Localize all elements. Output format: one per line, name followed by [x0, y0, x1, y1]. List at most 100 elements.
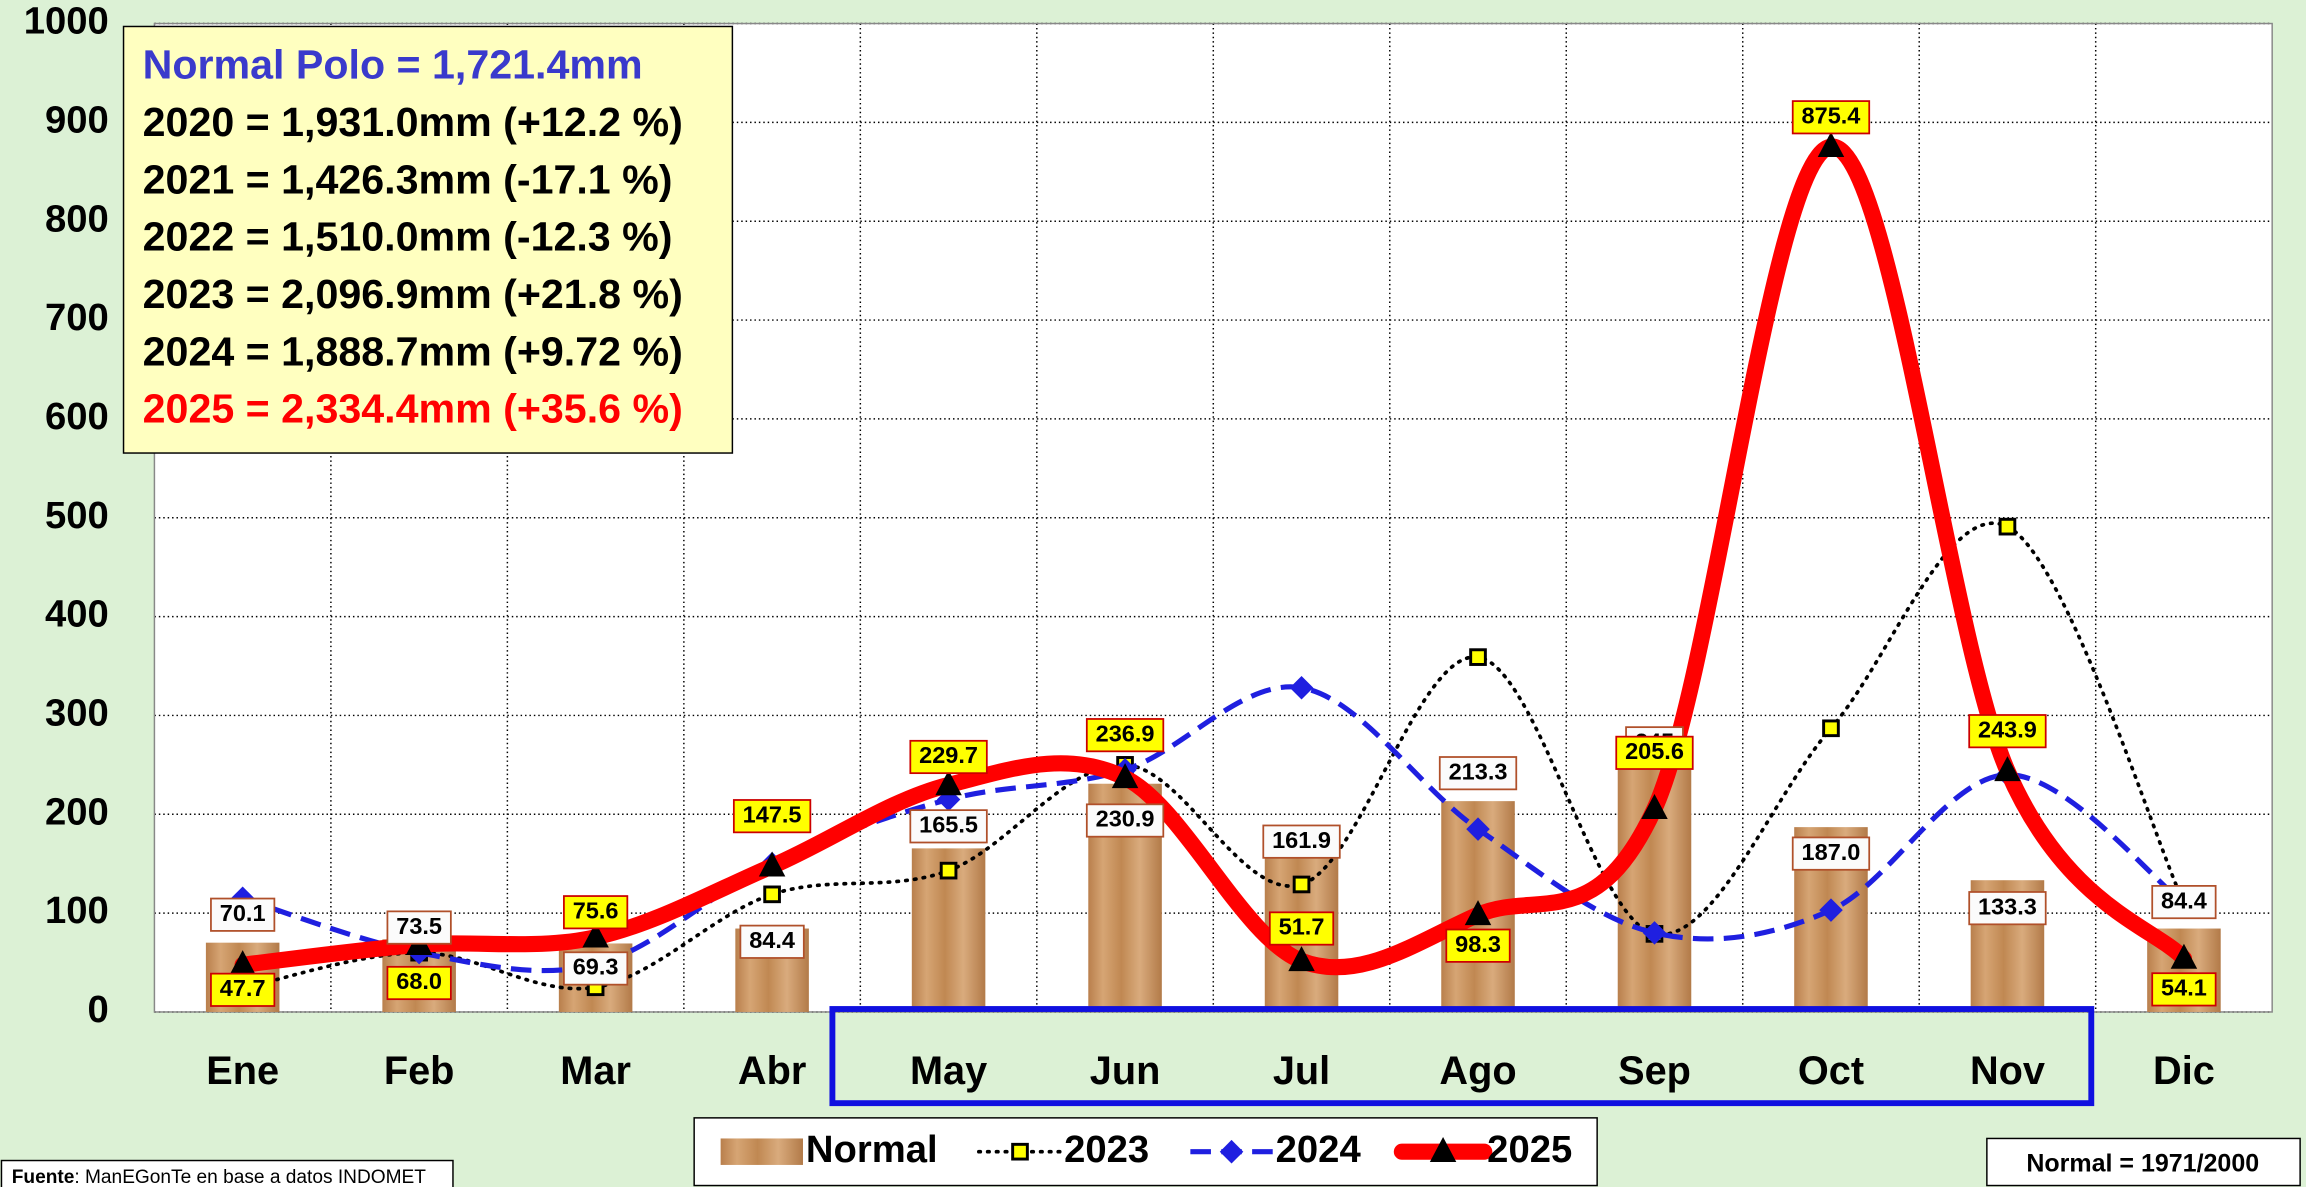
value-label: 229.7 — [919, 742, 978, 768]
y-tick-label: 1000 — [24, 0, 109, 43]
marker — [1219, 1139, 1244, 1164]
x-tick-label: Jun — [1090, 1049, 1161, 1093]
value-label: 75.6 — [573, 897, 619, 923]
note-box — [1986, 1137, 2301, 1187]
marker — [935, 770, 962, 796]
x-tick-label: May — [910, 1049, 987, 1093]
x-tick-label: Sep — [1618, 1049, 1691, 1093]
marker — [1822, 719, 1840, 738]
value-label: 68.0 — [396, 968, 442, 994]
y-tick-label: 500 — [45, 494, 109, 537]
normal-label: 230.9 — [1096, 806, 1155, 832]
value-label: 98.3 — [1455, 931, 1501, 957]
value-label-box — [2151, 972, 2217, 1007]
normal-label-box — [1791, 836, 1871, 871]
normal-label: 133.3 — [1978, 893, 2037, 919]
info-line: 2021 = 1,426.3mm (-17.1 %) — [143, 156, 673, 202]
source: Fuente: ManEGonTe en base a datos INDOME… — [12, 1167, 427, 1187]
marker — [1469, 648, 1487, 666]
normal-label: 70.1 — [220, 900, 266, 926]
normal-label-box — [386, 910, 452, 945]
value-label: 243.9 — [1978, 716, 2037, 742]
value-label-box — [210, 972, 276, 1007]
normal-label: 84.4 — [2161, 887, 2207, 913]
x-tick-label: Dic — [2153, 1049, 2215, 1093]
value-label: 205.6 — [1625, 738, 1684, 764]
legend-label: Normal — [806, 1128, 938, 1171]
info-line: 2022 = 1,510.0mm (-12.3 %) — [143, 214, 673, 260]
x-tick-label: Ago — [1439, 1049, 1516, 1093]
x-tick-label: Jul — [1273, 1049, 1330, 1093]
marker — [1011, 1142, 1029, 1161]
x-tick-label: Abr — [738, 1049, 806, 1093]
line-2025 — [234, 138, 2193, 976]
normal-label: 73.5 — [396, 913, 442, 939]
y-tick-label: 0 — [88, 988, 109, 1031]
normal-label: 165.5 — [919, 812, 978, 838]
info-box — [122, 25, 734, 454]
marker — [1819, 898, 1843, 922]
y-tick-label: 300 — [45, 692, 109, 735]
marker — [1429, 1136, 1457, 1162]
normal-label: 69.3 — [573, 954, 619, 980]
marker — [1292, 875, 1311, 894]
marker — [1288, 946, 1315, 972]
value-label-box — [1085, 718, 1165, 753]
marker — [1464, 900, 1492, 926]
legend-swatch — [720, 1138, 803, 1165]
marker — [763, 885, 781, 904]
info-line: 2025 = 2,334.4mm (+35.6 %) — [143, 386, 683, 432]
y-tick-label: 100 — [45, 889, 109, 932]
value-label-box — [1268, 911, 1335, 946]
legend-label: 2023 — [1064, 1128, 1149, 1171]
marker — [582, 922, 609, 948]
marker — [1641, 794, 1668, 820]
x-tick-label: Feb — [384, 1049, 455, 1093]
normal-label: 161.9 — [1272, 827, 1331, 853]
x-tick-label: Ene — [206, 1049, 279, 1093]
normal-label: 187.0 — [1802, 839, 1861, 865]
value-label-box — [1791, 100, 1871, 135]
marker — [2170, 943, 2198, 969]
y-tick-label: 800 — [45, 197, 109, 240]
info-line: 2020 = 1,931.0mm (+12.2 %) — [143, 99, 683, 145]
normal-label-box — [909, 809, 988, 844]
marker — [939, 861, 958, 880]
x-tick-label: Mar — [560, 1049, 631, 1093]
marker — [1642, 921, 1667, 945]
normal-label-box — [1085, 803, 1165, 838]
y-tick-label: 400 — [45, 593, 109, 636]
normal-label: 84.4 — [749, 927, 795, 953]
marker — [1817, 131, 1845, 157]
normal-label-box — [2151, 885, 2217, 920]
normal-label: 213.3 — [1449, 758, 1508, 784]
normal-label-box — [1262, 824, 1341, 859]
x-tick-label: Nov — [1970, 1049, 2045, 1093]
normal-label-box — [563, 951, 629, 986]
source-box — [0, 1159, 454, 1187]
y-tick-label: 900 — [45, 98, 109, 141]
note: Normal = 1971/2000 — [2026, 1150, 2259, 1178]
marker — [758, 851, 786, 877]
y-tick-label: 700 — [45, 296, 109, 339]
source-label: Fuente — [12, 1167, 75, 1187]
value-label-box — [1615, 735, 1694, 770]
value-label: 875.4 — [1802, 102, 1861, 128]
y-tick-label: 600 — [45, 395, 109, 438]
value-label: 54.1 — [2161, 975, 2207, 1001]
highlight-box — [829, 1006, 2095, 1107]
value-label-box — [1445, 928, 1511, 963]
normal-label-box — [739, 924, 805, 959]
marker — [229, 950, 256, 976]
x-tick-label: Oct — [1798, 1049, 1864, 1093]
source-text: : ManEGonTe en base a datos INDOMET — [74, 1167, 426, 1187]
value-label-box — [386, 965, 452, 1001]
info-line: Normal Polo = 1,721.4mm — [143, 42, 643, 88]
line-2024 — [241, 684, 2186, 974]
marker — [1466, 817, 1490, 841]
normal-label-box — [210, 897, 276, 932]
value-label-box — [732, 799, 812, 834]
normal-label-box — [1968, 891, 2047, 926]
